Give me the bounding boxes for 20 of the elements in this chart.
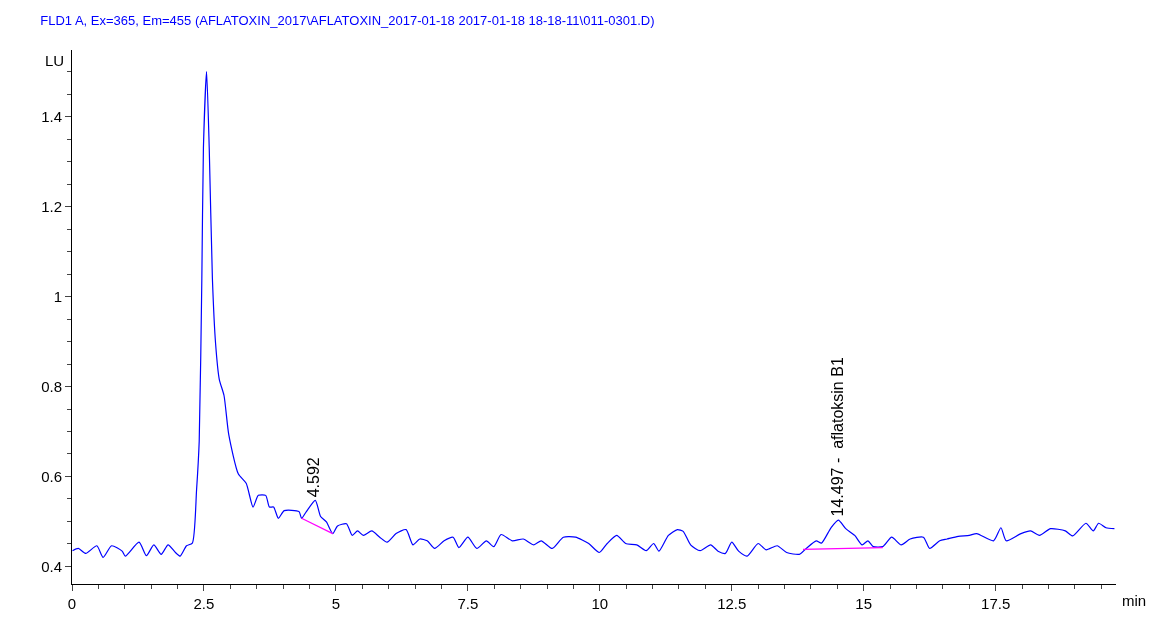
x-tick-label: 0 (67, 595, 77, 612)
y-tick-label: 0.6 (41, 467, 62, 485)
x-axis-title: min (1122, 592, 1147, 609)
y-tick-label: 0.8 (41, 377, 62, 395)
x-tick-label: 12.5 (717, 595, 747, 612)
x-tick-label: 17.5 (981, 595, 1011, 612)
x-tick-label: 10 (591, 595, 609, 612)
y-tick-label: 1 (53, 287, 62, 305)
y-tick-label: 1.2 (41, 197, 62, 215)
y-tick-label: 0.4 (41, 557, 62, 575)
annotation: 14.497 - aflatoksin B1 (828, 357, 846, 517)
chart-title: FLD1 A, Ex=365, Em=455 (AFLATOXIN_2017\AFLATOXIN_2017-01-18 2017-01-18 18-18-11\011-0301.D) (40, 12, 655, 28)
x-tick-label: 5 (331, 595, 341, 612)
y-axis-title: LU (45, 52, 65, 69)
y-tick-label: 1.4 (41, 107, 62, 125)
line-series (72, 70, 1116, 559)
x-tick-label: 15 (855, 595, 873, 612)
annotation: 4.592 (305, 457, 323, 498)
x-tick-label: 2.5 (193, 595, 215, 612)
x-tick-label: 7.5 (457, 595, 479, 612)
